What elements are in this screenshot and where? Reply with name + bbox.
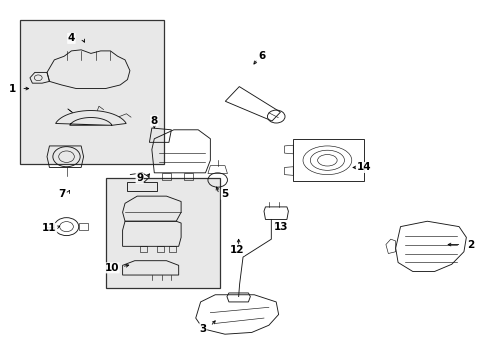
Text: 9: 9 [136, 173, 143, 183]
Bar [105, 178, 220, 288]
Text: 7: 7 [58, 189, 65, 199]
Text: 11: 11 [42, 224, 57, 233]
Text: 8: 8 [150, 116, 158, 126]
Text: 5: 5 [221, 189, 228, 199]
Text: 3: 3 [199, 324, 206, 334]
Bar [20, 21, 163, 164]
Text: 6: 6 [257, 51, 264, 61]
Text: 13: 13 [273, 222, 288, 231]
Text: 4: 4 [67, 33, 75, 43]
Text: 14: 14 [356, 162, 370, 172]
Text: 1: 1 [9, 84, 17, 94]
Text: 2: 2 [467, 239, 474, 249]
Text: 10: 10 [104, 263, 119, 273]
Text: 12: 12 [229, 245, 244, 255]
